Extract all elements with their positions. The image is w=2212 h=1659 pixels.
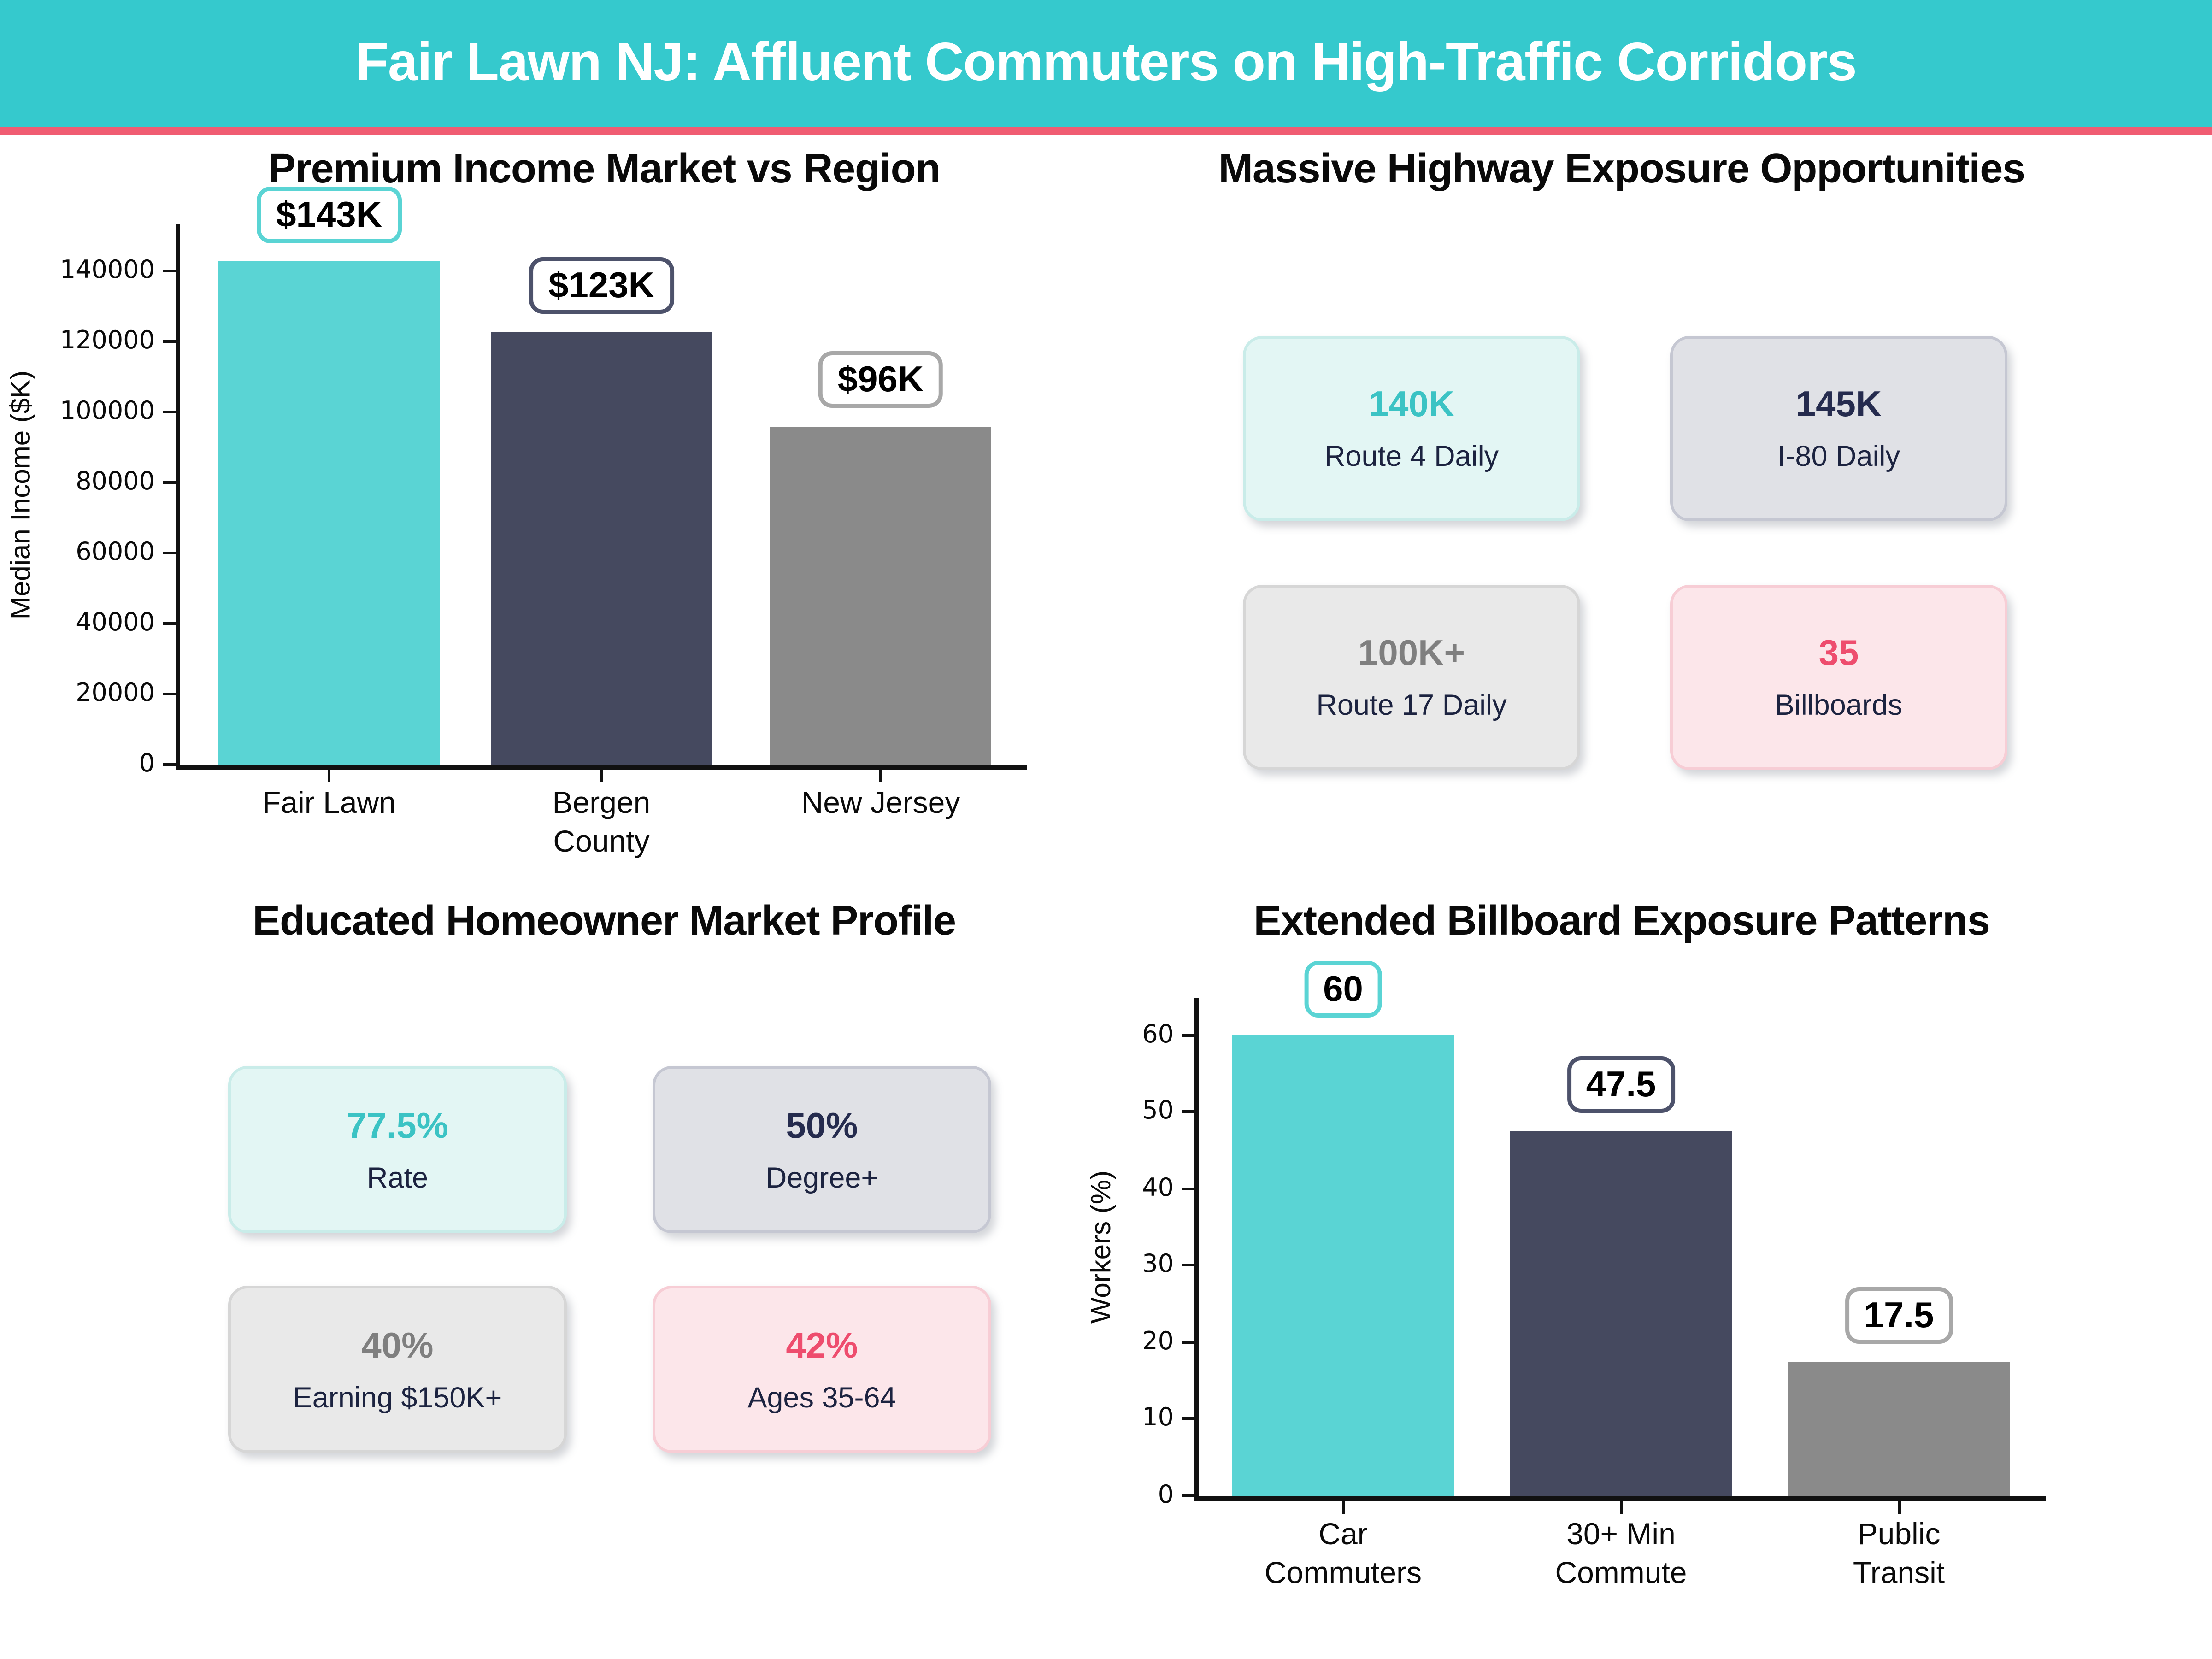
x-tick	[1619, 1501, 1623, 1514]
y-tick-label: 100000	[59, 397, 155, 426]
bar-value-label: $143K	[257, 186, 401, 243]
stat-card-value: 145K	[1795, 383, 1882, 424]
x-category-label: Public Transit	[1853, 1517, 1945, 1589]
bar-value-label: $96K	[818, 352, 943, 409]
y-tick-label: 20000	[76, 679, 155, 708]
x-axis-line	[176, 765, 1027, 770]
stat-card-rate: 77.5% Rate	[228, 1066, 567, 1233]
stat-card-label: Earning $150K+	[293, 1382, 502, 1414]
x-tick	[879, 770, 882, 782]
panel-title: Educated Homeowner Market Profile	[253, 899, 956, 944]
bar-value-label: 47.5	[1566, 1056, 1676, 1113]
y-tick-label: 120000	[59, 326, 155, 356]
y-tick-label: 20	[1142, 1327, 1174, 1356]
x-tick	[600, 770, 603, 782]
plot-area: 0 10 20 30 40 50 60 60 Car Commuters 47.5 30+ Min …	[1142, 960, 2046, 1589]
x-tick	[1341, 1501, 1345, 1514]
y-tick	[1182, 1341, 1194, 1344]
bar-value-label: 60	[1304, 960, 1382, 1018]
page-title: Fair Lawn NJ: Affluent Commuters on High…	[355, 33, 1857, 93]
y-tick	[163, 552, 176, 555]
x-category-label: Fair Lawn	[262, 785, 396, 820]
y-tick	[1182, 1033, 1194, 1036]
stat-card-value: 50%	[786, 1104, 858, 1146]
x-category-label: Car Commuters	[1264, 1517, 1422, 1589]
x-category-label: New Jersey	[801, 785, 960, 820]
y-tick-label: 0	[139, 749, 155, 778]
bar-bergen-county	[491, 331, 712, 765]
y-tick	[1182, 1418, 1194, 1421]
panel-title: Massive Highway Exposure Opportunities	[1218, 147, 2025, 192]
bar-car-commuters	[1232, 1035, 1454, 1496]
y-tick	[163, 763, 176, 766]
stat-card-value: 77.5%	[346, 1104, 449, 1146]
y-tick-label: 60	[1142, 1019, 1174, 1049]
y-tick-label: 40000	[76, 608, 155, 638]
y-tick-label: 50	[1142, 1096, 1174, 1126]
stat-card-value: 40%	[361, 1324, 434, 1365]
y-tick	[163, 340, 176, 343]
stat-card-value: 35	[1818, 632, 1859, 673]
x-tick	[1897, 1501, 1900, 1514]
stat-card-label: Route 4 Daily	[1324, 441, 1499, 473]
x-tick	[328, 770, 330, 782]
y-tick	[163, 693, 176, 696]
stat-card-route-17-daily: 100K+ Route 17 Daily	[1243, 585, 1580, 770]
y-tick-label: 140000	[59, 256, 155, 286]
y-tick-label: 10	[1142, 1404, 1174, 1433]
bar-fair-lawn	[218, 261, 440, 765]
y-tick-label: 40	[1142, 1173, 1174, 1203]
y-tick	[163, 411, 176, 414]
stat-card-label: I-80 Daily	[1777, 441, 1900, 473]
y-tick-label: 60000	[76, 538, 155, 567]
stat-card-ages-35-64: 42% Ages 35-64	[653, 1286, 991, 1453]
y-axis-line	[176, 224, 180, 770]
stat-card-label: Degree+	[765, 1162, 878, 1194]
stat-card-billboards: 35 Billboards	[1670, 585, 2007, 770]
y-tick	[1182, 1187, 1194, 1190]
y-tick-label: 0	[1158, 1481, 1174, 1510]
bar-value-label: 17.5	[1844, 1287, 1953, 1344]
stat-card-value: 42%	[786, 1324, 858, 1365]
y-tick	[1182, 1264, 1194, 1267]
bar-public-transit	[1788, 1361, 2010, 1496]
bar-new-jersey	[770, 426, 991, 765]
y-tick-label: 30	[1142, 1250, 1174, 1279]
y-axis-line	[1194, 998, 1199, 1501]
stat-card-route-4-daily: 140K Route 4 Daily	[1243, 336, 1580, 521]
stat-card-label: Billboards	[1775, 690, 1903, 722]
x-category-label: 30+ Min Commute	[1555, 1517, 1687, 1589]
chart-title: Premium Income Market vs Region	[268, 147, 941, 192]
chart-title: Extended Billboard Exposure Patterns	[1253, 899, 1990, 944]
bar-30-min-commute	[1510, 1131, 1732, 1496]
stat-card-value: 100K+	[1358, 632, 1465, 673]
y-tick	[1182, 1494, 1194, 1497]
stat-card-degree: 50% Degree+	[653, 1066, 991, 1233]
bar-value-label: $123K	[529, 257, 674, 314]
y-tick	[163, 270, 176, 273]
stat-card-label: Ages 35-64	[747, 1382, 896, 1414]
x-category-label: Bergen County	[552, 785, 651, 858]
stat-card-i-80-daily: 145K I-80 Daily	[1670, 336, 2007, 521]
stat-card-earning-150k: 40% Earning $150K+	[228, 1286, 567, 1453]
stat-card-label: Route 17 Daily	[1316, 690, 1507, 722]
y-tick	[1182, 1110, 1194, 1113]
y-tick	[163, 481, 176, 484]
stat-card-label: Rate	[366, 1162, 429, 1194]
stat-card-value: 140K	[1368, 383, 1455, 424]
x-axis-line	[1194, 1496, 2046, 1501]
y-tick	[163, 622, 176, 625]
plot-area: 0 20000 40000 60000 80000 100000 120000 140000 $…	[60, 186, 1027, 858]
app-header: Fair Lawn NJ: Affluent Commuters on High…	[0, 0, 2212, 135]
y-tick-label: 80000	[76, 467, 155, 497]
